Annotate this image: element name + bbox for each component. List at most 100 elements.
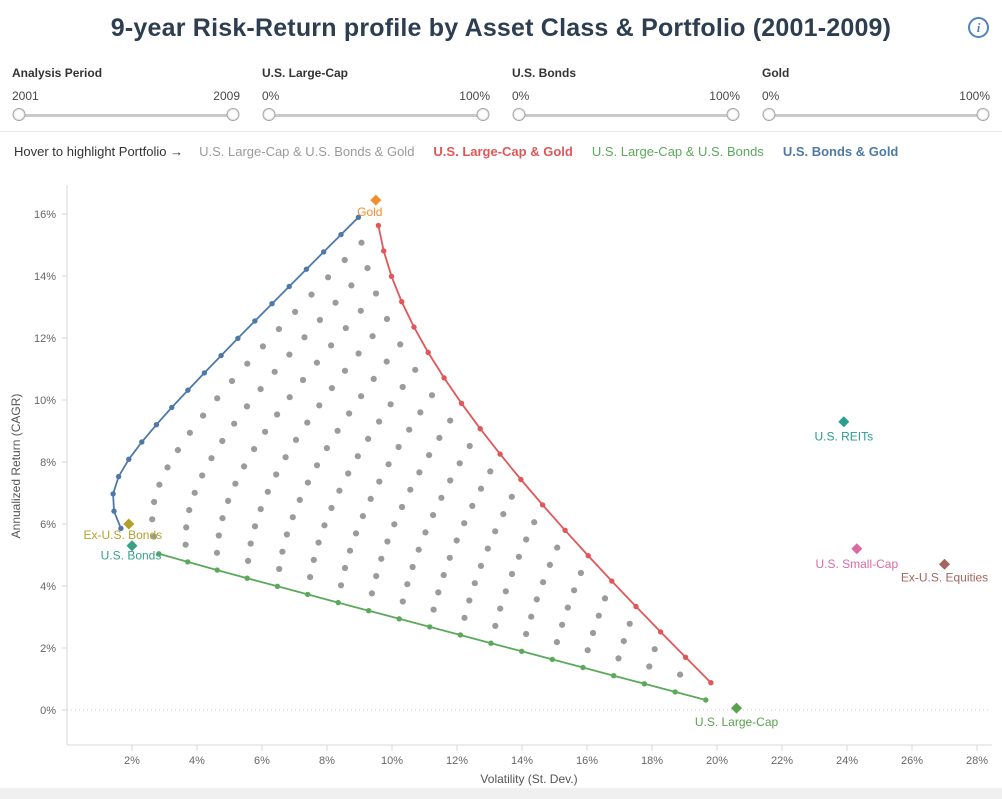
portfolio-dot[interactable] <box>447 417 454 424</box>
frontier-point[interactable] <box>399 299 405 305</box>
portfolio-dot[interactable] <box>174 447 181 454</box>
portfolio-dot[interactable] <box>199 472 206 479</box>
portfolio-dot[interactable] <box>352 530 360 537</box>
portfolio-dot[interactable] <box>273 471 280 478</box>
asset-ex-u-s-bonds[interactable]: Ex-U.S. Bonds <box>83 518 162 543</box>
frontier-point[interactable] <box>477 426 483 432</box>
frontier-point[interactable] <box>139 439 145 445</box>
frontier-point[interactable] <box>218 352 224 359</box>
slider-handle-max[interactable] <box>226 108 240 121</box>
frontier-point[interactable] <box>519 648 525 654</box>
portfolio-dot[interactable] <box>301 334 308 341</box>
portfolio-dot[interactable] <box>231 420 238 427</box>
frontier-point[interactable] <box>366 608 372 614</box>
portfolio-dot[interactable] <box>257 506 264 513</box>
portfolio-dot[interactable] <box>620 638 627 645</box>
portfolio-dot[interactable] <box>257 386 264 393</box>
portfolio-dot[interactable] <box>436 434 443 441</box>
asset-u-s-bonds[interactable]: U.S. Bonds <box>101 540 162 563</box>
portfolio-dot[interactable] <box>466 442 473 450</box>
portfolio-dot[interactable] <box>523 630 530 638</box>
frontier-point[interactable] <box>411 324 417 330</box>
portfolio-dot[interactable] <box>357 307 364 314</box>
info-icon[interactable]: i <box>968 17 989 38</box>
portfolio-dot[interactable] <box>515 553 523 560</box>
filter-slider[interactable] <box>262 108 490 122</box>
portfolio-dot[interactable] <box>341 367 349 374</box>
portfolio-dot[interactable] <box>316 316 323 324</box>
portfolio-dot[interactable] <box>399 598 406 605</box>
legend-item-u-s-bonds-gold[interactable]: U.S. Bonds & Gold <box>782 143 899 159</box>
portfolio-dot[interactable] <box>354 453 361 460</box>
portfolio-dot[interactable] <box>399 383 406 391</box>
frontier-point[interactable] <box>441 375 447 381</box>
filter-slider[interactable] <box>762 108 990 122</box>
portfolio-dot[interactable] <box>406 426 413 433</box>
portfolio-dot[interactable] <box>213 549 221 556</box>
portfolio-dot[interactable] <box>304 419 311 426</box>
portfolio-dot[interactable] <box>334 427 341 434</box>
portfolio-dot[interactable] <box>151 498 158 506</box>
portfolio-dot[interactable] <box>247 540 254 547</box>
frontier-point[interactable] <box>110 491 116 497</box>
frontier-point[interactable] <box>269 301 275 307</box>
portfolio-dot[interactable] <box>484 545 491 552</box>
portfolio-dot[interactable] <box>461 520 468 527</box>
frontier-point[interactable] <box>562 527 568 533</box>
frontier-point[interactable] <box>633 603 639 610</box>
portfolio-dot[interactable] <box>292 308 299 315</box>
slider-handle-min[interactable] <box>762 108 776 121</box>
portfolio-dot[interactable] <box>554 544 561 551</box>
portfolio-dot[interactable] <box>279 548 286 555</box>
frontier-point[interactable] <box>708 680 714 686</box>
portfolio-dot[interactable] <box>228 377 236 385</box>
portfolio-dot[interactable] <box>477 485 485 492</box>
portfolio-dot[interactable] <box>370 375 377 382</box>
portfolio-dot[interactable] <box>346 410 353 417</box>
portfolio-dot[interactable] <box>584 647 591 654</box>
portfolio-dot[interactable] <box>321 522 328 529</box>
portfolio-dot[interactable] <box>540 579 547 586</box>
portfolio-dot[interactable] <box>416 469 423 476</box>
portfolio-dot[interactable] <box>471 580 478 587</box>
portfolio-dot[interactable] <box>308 291 315 298</box>
portfolio-dot[interactable] <box>453 537 460 544</box>
portfolio-dot[interactable] <box>378 555 385 562</box>
asset-gold[interactable]: Gold <box>357 194 382 220</box>
portfolio-dot[interactable] <box>523 536 530 543</box>
portfolio-dot[interactable] <box>183 524 190 531</box>
portfolio-dot[interactable] <box>376 478 383 485</box>
slider-handle-max[interactable] <box>726 108 740 121</box>
portfolio-dot[interactable] <box>358 393 365 400</box>
frontier-point[interactable] <box>427 624 433 630</box>
portfolio-dot[interactable] <box>200 412 207 419</box>
asset-u-s-reits[interactable]: U.S. REITs <box>814 416 873 444</box>
portfolio-dot[interactable] <box>497 605 504 612</box>
portfolio-dot[interactable] <box>219 515 226 522</box>
frontier-point[interactable] <box>458 400 465 406</box>
portfolio-dot[interactable] <box>215 532 222 539</box>
portfolio-dot[interactable] <box>422 529 429 536</box>
portfolio-dot[interactable] <box>259 343 266 350</box>
portfolio-dot[interactable] <box>225 497 232 504</box>
portfolio-dot[interactable] <box>310 556 317 563</box>
portfolio-dot[interactable] <box>383 358 390 365</box>
portfolio-dot[interactable] <box>577 569 585 577</box>
frontier-point[interactable] <box>335 599 341 606</box>
portfolio-dot[interactable] <box>477 562 485 569</box>
portfolio-dot[interactable] <box>328 385 335 392</box>
portfolio-dot[interactable] <box>589 629 597 637</box>
frontier-point[interactable] <box>305 591 311 598</box>
portfolio-dot[interactable] <box>651 646 658 653</box>
portfolio-dot[interactable] <box>435 589 442 596</box>
asset-u-s-large-cap[interactable]: U.S. Large-Cap <box>695 702 779 730</box>
portfolio-dot[interactable] <box>359 513 366 520</box>
portfolio-dot[interactable] <box>559 621 566 628</box>
frontier-point[interactable] <box>539 502 546 508</box>
frontier-point[interactable] <box>244 575 250 581</box>
asset-diamond[interactable] <box>851 543 863 555</box>
frontier-point[interactable] <box>286 283 292 290</box>
portfolio-dot[interactable] <box>348 282 355 289</box>
frontier-point[interactable] <box>201 370 208 376</box>
frontier-point[interactable] <box>425 349 431 356</box>
